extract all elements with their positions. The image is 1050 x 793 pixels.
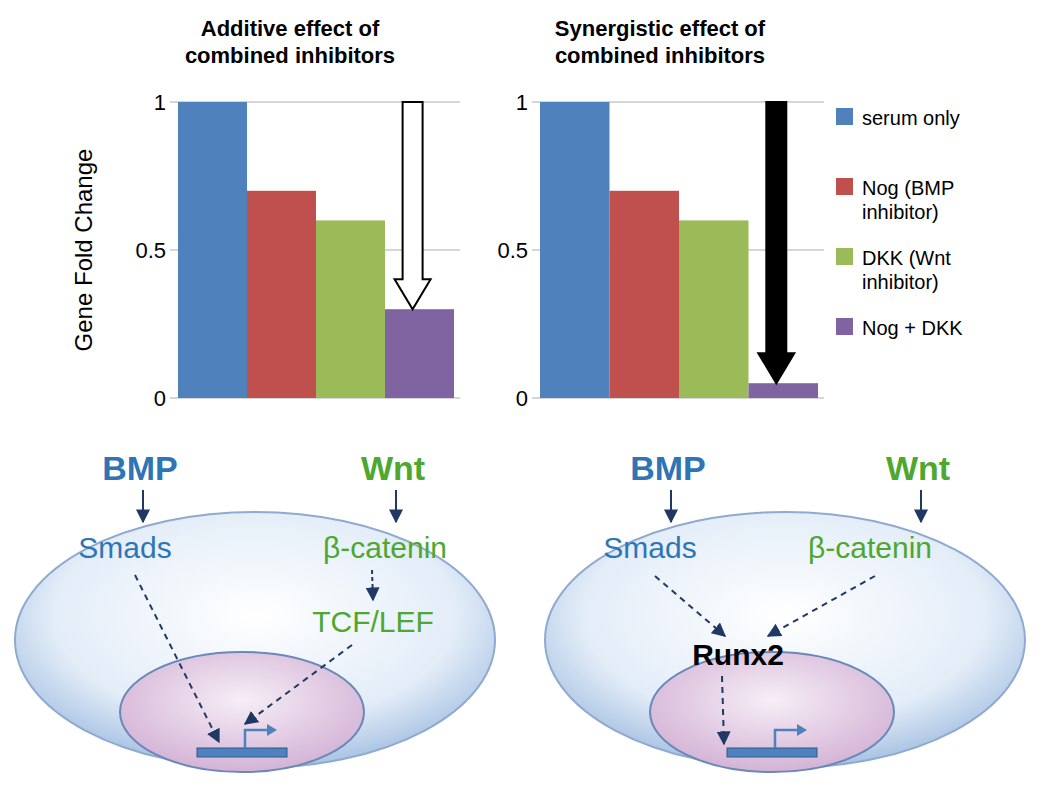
legend: serum onlyNog (BMPinhibitor)DKK (Wntinhi…: [836, 107, 963, 339]
figure-root: Additive effect ofcombined inhibitors00.…: [0, 0, 1050, 793]
y-tick-label: 0.5: [135, 238, 166, 263]
effector-label: Smads: [603, 531, 696, 564]
synergy-arrow: [758, 102, 794, 383]
legend-swatch: [836, 178, 853, 195]
y-tick-label: 1: [516, 90, 528, 115]
pathway-diagram: BMP Wnt Smads β-catenin Runx2: [545, 449, 1025, 772]
bar: [247, 191, 316, 398]
bar: [385, 309, 454, 398]
legend-swatch: [836, 318, 853, 335]
y-tick-label: 1: [154, 90, 166, 115]
additive-arrow: [395, 102, 431, 309]
mediator-label: Runx2: [692, 638, 784, 671]
dashed-arrow: [768, 576, 875, 636]
effector-label: β-catenin: [808, 531, 932, 564]
y-tick-label: 0.5: [497, 238, 528, 263]
legend-label: DKK (Wntinhibitor): [862, 247, 951, 293]
bar: [178, 102, 247, 398]
bar: [610, 191, 680, 398]
y-tick-label: 0: [154, 386, 166, 411]
transcription-start: [775, 730, 799, 748]
legend-swatch: [836, 108, 853, 125]
y-axis-label: Gene Fold Change: [70, 149, 97, 352]
nucleus: [120, 652, 364, 772]
legend-label: Nog + DKK: [862, 317, 963, 339]
text-line: DKK (Wnt: [862, 247, 951, 269]
ligand-label: Wnt: [361, 449, 425, 487]
dashed-arrow: [135, 575, 219, 742]
arrow: [142, 490, 144, 522]
arrow: [920, 490, 922, 522]
text-line: inhibitor): [862, 271, 939, 293]
cell: [545, 512, 1025, 768]
text-line: serum only: [862, 107, 960, 129]
arrow: [670, 490, 672, 522]
transcription-start-head: [267, 724, 277, 736]
bar-chart: Additive effect ofcombined inhibitors 0 0.…: [70, 16, 460, 411]
cell: [15, 512, 495, 768]
chart-title: Additive effect ofcombined inhibitors: [185, 16, 395, 68]
effector-label: β-catenin: [323, 531, 447, 564]
bar: [749, 383, 819, 398]
legend-swatch: [836, 248, 853, 265]
ligand-label: BMP: [630, 449, 706, 487]
transcription-start-head: [797, 724, 807, 736]
dashed-arrow: [655, 576, 725, 636]
dashed-arrow: [722, 676, 724, 744]
bars: [178, 102, 454, 398]
dashed-arrow: [245, 645, 352, 724]
bar: [540, 102, 610, 398]
ligand-label: BMP: [102, 449, 178, 487]
text-line: Synergistic effect of: [555, 16, 766, 41]
legend-label: Nog (BMPinhibitor): [862, 177, 954, 223]
transcription-start: [245, 730, 269, 748]
y-tick-label: 0: [516, 386, 528, 411]
effector-label: Smads: [78, 531, 171, 564]
pathway-diagram: BMP Wnt Smads β-catenin TCF/LEF: [15, 449, 495, 772]
text-line: combined inhibitors: [185, 43, 395, 68]
legend-label: serum only: [862, 107, 960, 129]
bars: [540, 102, 818, 398]
text-line: Additive effect of: [201, 16, 380, 41]
bar-chart: Synergistic effect ofcombined inhibitors…: [497, 16, 824, 411]
text-line: Nog + DKK: [862, 317, 963, 339]
text-line: Nog (BMP: [862, 177, 954, 199]
gene: [197, 748, 287, 757]
dashed-arrow: [372, 570, 373, 600]
ligand-label: Wnt: [886, 449, 950, 487]
text-line: combined inhibitors: [555, 43, 765, 68]
bar: [316, 220, 385, 398]
chart-title: Synergistic effect ofcombined inhibitors: [555, 16, 766, 68]
figure: Additive effect ofcombined inhibitors00.…: [0, 0, 1050, 793]
text-line: inhibitor): [862, 201, 939, 223]
gene: [727, 748, 817, 757]
arrow: [395, 490, 397, 522]
bar: [679, 220, 749, 398]
mediator-label: TCF/LEF: [312, 605, 434, 638]
